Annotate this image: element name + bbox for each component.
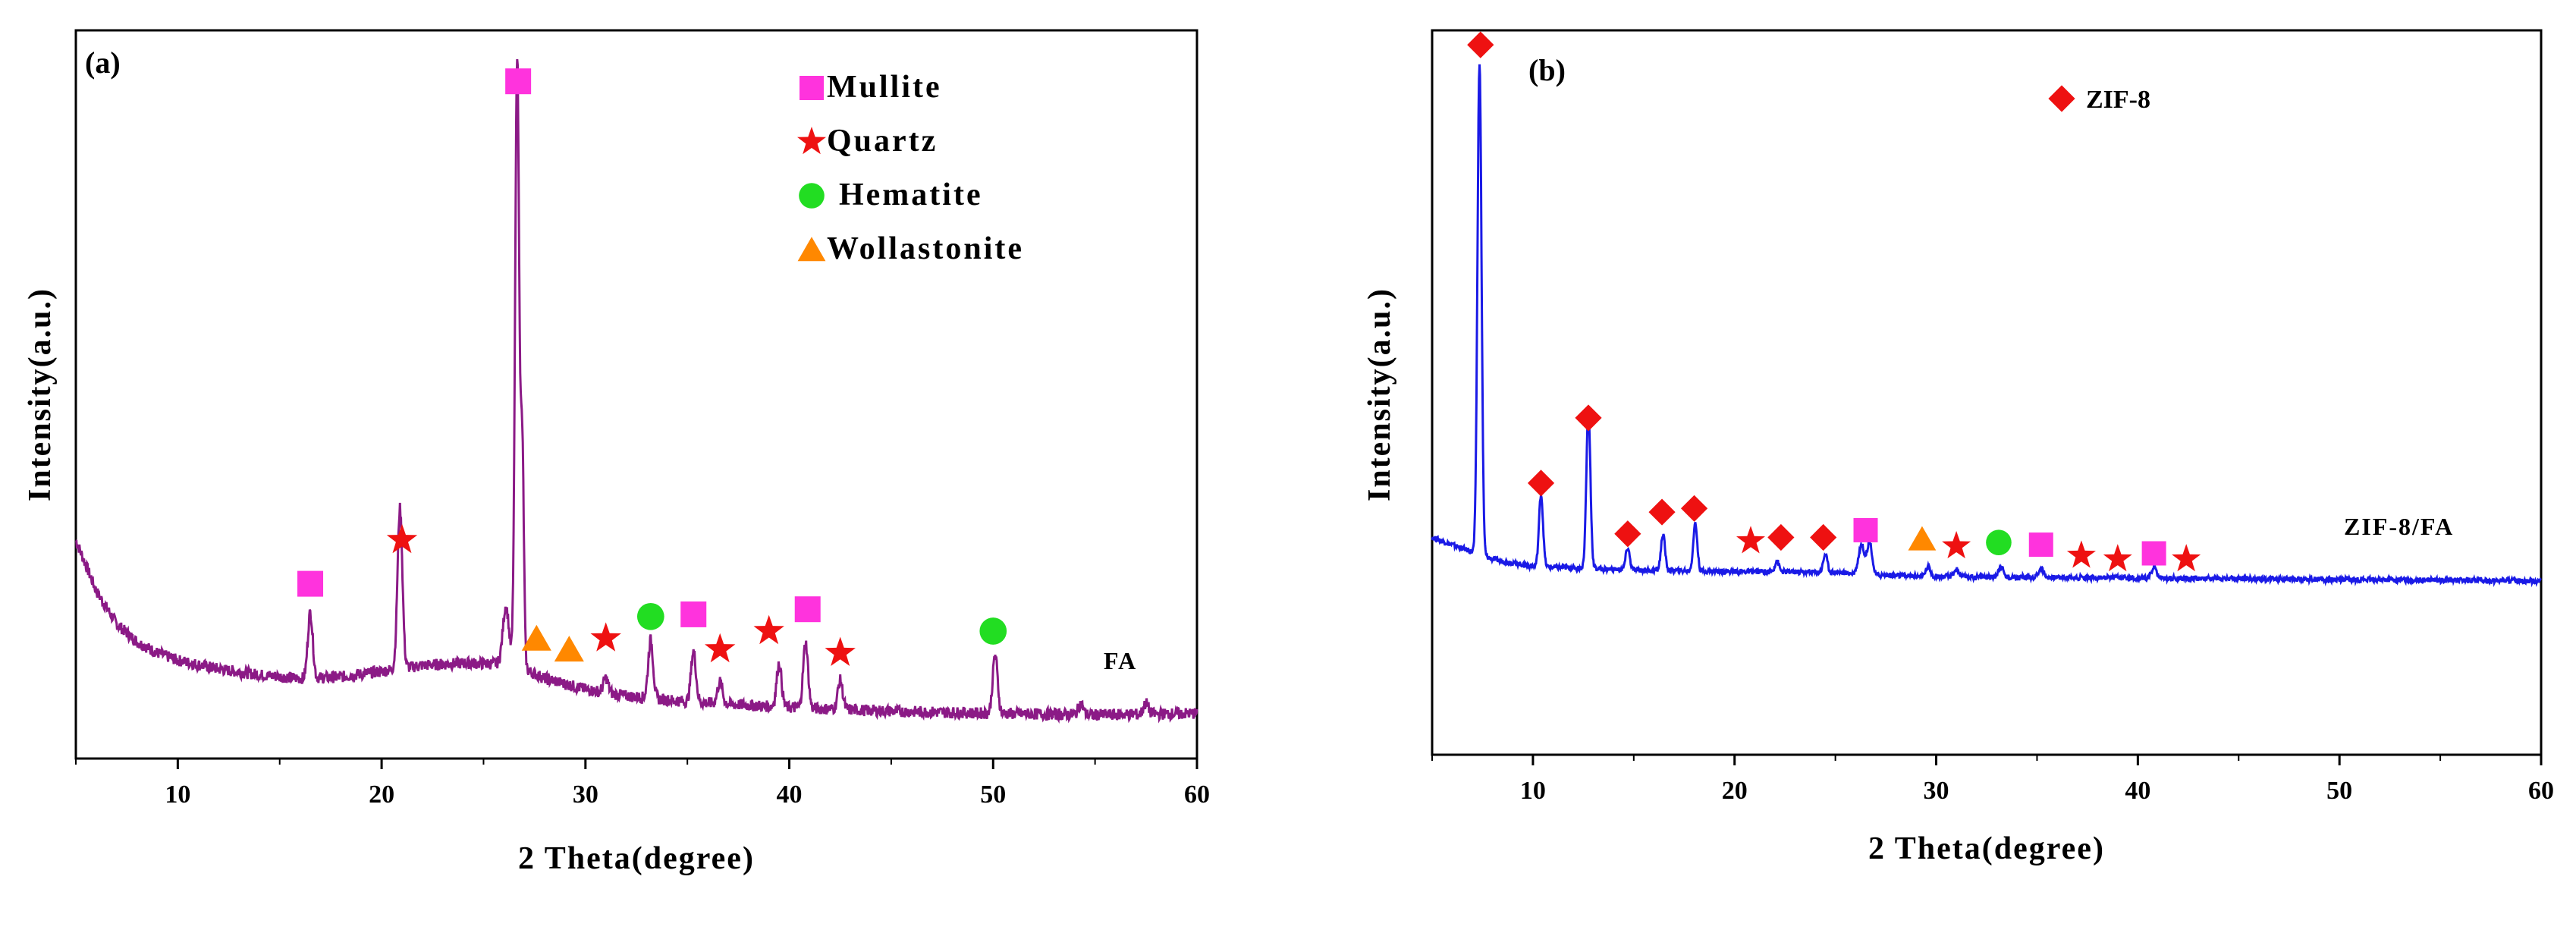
panel-b-x-tick-label-30: 30 <box>1924 777 1949 805</box>
panel-a-legend-symbol-star <box>797 127 826 155</box>
panel-a-x-tick-label-20: 20 <box>369 781 394 809</box>
panel-a-plot-frame <box>74 29 1198 760</box>
panel-a-peak-marker-star-9 <box>753 614 784 645</box>
panel-a-marker-group <box>297 68 1007 666</box>
panel-a-legend-label-hematite: Hematite <box>839 177 983 212</box>
panel-a-chart: (a) 10 20 30 40 50 60 FA Mullite Quartz Hemat… <box>23 29 1210 876</box>
panel-b-y-axis-title: Intensity(a.u.) <box>1362 287 1397 501</box>
panel-b-peak-marker-diamond-1 <box>1527 470 1555 497</box>
panel-a-legend: Mullite Quartz Hematite Wollastonite <box>797 70 1024 266</box>
panel-a-x-tick-label-30: 30 <box>573 781 598 809</box>
panel-a-legend-label-wollastonite: Wollastonite <box>827 231 1024 266</box>
panel-a-legend-label-quartz: Quartz <box>827 124 938 159</box>
panel-a-peak-marker-star-11 <box>825 636 856 666</box>
panel-b-chart: (b) 10 20 30 40 50 60 ZIF-8/FA ZIF-8 Intensit… <box>1362 29 2554 866</box>
panel-b-xrd-curve <box>1431 64 2542 588</box>
panel-a-peak-marker-star-8 <box>705 633 736 663</box>
panel-a-curve-group <box>75 58 1198 724</box>
panel-b-legend: ZIF-8 <box>2048 85 2150 114</box>
panel-b-legend-label-zif8: ZIF-8 <box>2086 86 2150 114</box>
panel-b-peak-marker-star-11 <box>1942 531 1971 559</box>
panel-b-curve-label: ZIF-8/FA <box>2344 513 2454 540</box>
panel-b-peak-marker-diamond-8 <box>1810 523 1837 551</box>
panel-b-peak-marker-diamond-2 <box>1575 404 1602 432</box>
panel-b-x-axis-title: 2 Theta(degree) <box>1868 831 2105 866</box>
panel-b-peak-marker-square-16 <box>2141 541 2166 566</box>
panel-a-x-tick-label-40: 40 <box>777 781 803 809</box>
panel-a-peak-marker-triangle-3 <box>521 624 551 651</box>
panel-a-y-axis-title: Intensity(a.u.) <box>23 287 58 501</box>
panel-a-curve-label: FA <box>1104 647 1137 674</box>
panel-a-legend-symbol-circle <box>799 183 825 209</box>
panel-a-peak-marker-star-5 <box>590 622 621 652</box>
panel-b-peak-marker-star-14 <box>2066 540 2096 568</box>
panel-b-peak-marker-square-13 <box>2028 532 2053 558</box>
panel-a-x-tick-label-60: 60 <box>1184 781 1210 809</box>
panel-a-peak-marker-circle-6 <box>636 602 664 630</box>
panel-a-peak-marker-square-7 <box>680 601 707 627</box>
panel-b-x-tick-label-10: 10 <box>1520 777 1546 805</box>
panel-b-peak-marker-circle-12 <box>1986 529 2012 555</box>
panel-b-x-tick-label-60: 60 <box>2528 777 2554 805</box>
panel-b-peak-marker-star-6 <box>1736 526 1765 554</box>
panel-a-peak-marker-square-10 <box>794 596 821 623</box>
panel-a-x-tick-label-10: 10 <box>165 781 190 809</box>
panel-a-legend-label-mullite: Mullite <box>827 70 942 105</box>
panel-b-x-tick-label-40: 40 <box>2125 777 2150 805</box>
panel-b-x-tick-label-50: 50 <box>2326 777 2352 805</box>
panel-b-peak-marker-diamond-3 <box>1614 520 1641 548</box>
panel-a-legend-symbol-square <box>800 76 824 100</box>
panel-b-legend-marker-zif8 <box>2048 85 2075 112</box>
panel-b-peak-marker-diamond-7 <box>1767 523 1795 551</box>
panel-a-legend-symbol-triangle <box>797 237 826 262</box>
panel-a-x-tick-label-50: 50 <box>980 781 1006 809</box>
panel-a-peak-marker-square-2 <box>505 68 532 95</box>
panel-a-xrd-curve <box>75 58 1198 724</box>
panel-b-x-ticks: 10 20 30 40 50 60 <box>1431 755 2554 805</box>
panel-b-plot-frame <box>1431 29 2543 756</box>
panel-a-peak-marker-square-0 <box>297 570 324 597</box>
panel-a-legend-marker-wollastonite <box>797 237 826 262</box>
panel-a-legend-marker-quartz <box>797 127 826 155</box>
panel-b-x-tick-label-20: 20 <box>1722 777 1748 805</box>
panel-a-peak-marker-circle-12 <box>979 617 1007 645</box>
panel-b-label: (b) <box>1528 53 1566 87</box>
panel-a-x-ticks: 10 20 30 40 50 60 <box>75 759 1210 809</box>
panel-a-legend-marker-mullite <box>800 76 824 100</box>
panel-a-peak-marker-star-1 <box>386 523 418 554</box>
panel-b-peak-marker-triangle-10 <box>1908 526 1937 551</box>
panel-a-x-axis-title: 2 Theta(degree) <box>518 841 755 876</box>
panel-b-marker-group <box>1467 31 2201 572</box>
panel-b-peak-marker-diamond-5 <box>1680 495 1708 522</box>
panel-b-peak-marker-diamond-4 <box>1648 498 1676 526</box>
panel-a-legend-marker-hematite <box>799 183 825 209</box>
panel-b-peak-marker-diamond-0 <box>1467 31 1494 58</box>
panel-b-legend-symbol-diamond <box>2048 85 2075 112</box>
panel-b-peak-marker-star-15 <box>2103 544 2132 572</box>
panel-b-peak-marker-star-17 <box>2172 544 2201 572</box>
panel-a-label: (a) <box>85 46 121 80</box>
panel-b-peak-marker-square-9 <box>1853 517 1878 542</box>
panel-b-curve-group <box>1431 64 2542 588</box>
panel-a-peak-marker-triangle-4 <box>554 636 584 662</box>
